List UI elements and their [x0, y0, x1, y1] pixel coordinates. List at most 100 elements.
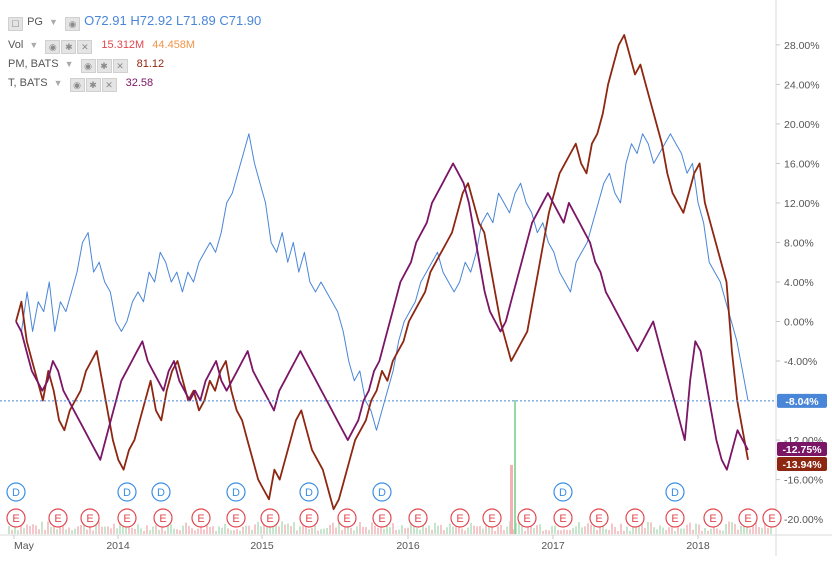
gear-icon[interactable]: ✱ [96, 59, 112, 73]
earnings-marker[interactable] [762, 508, 782, 528]
volume-bar [680, 528, 682, 534]
volume-bar [686, 524, 688, 534]
volume-bar [446, 527, 448, 534]
dividend-marker[interactable] [117, 482, 137, 502]
earnings-marker[interactable] [589, 508, 609, 528]
dividend-marker[interactable] [665, 482, 685, 502]
earnings-marker[interactable] [80, 508, 100, 528]
last-value-label: -13.94% [782, 459, 822, 471]
close-icon[interactable]: ✕ [77, 40, 93, 54]
volume-bar [29, 526, 31, 534]
volume-bar [413, 523, 415, 534]
volume-bar [743, 525, 745, 534]
chevron-down-icon[interactable]: ▼ [53, 78, 63, 88]
volume-bar [278, 526, 280, 534]
earnings-marker[interactable] [191, 508, 211, 528]
volume-bar [530, 524, 532, 534]
volume-bar [47, 521, 49, 534]
pm-label: PM, BATS [8, 58, 59, 70]
volume-bar [344, 526, 346, 534]
volume-bar [176, 529, 178, 534]
earnings-marker[interactable] [260, 508, 280, 528]
volume-bar [83, 523, 85, 534]
y-tick-label: 16.00% [784, 158, 820, 170]
volume-bar [371, 522, 373, 534]
chevron-down-icon[interactable]: ▼ [29, 40, 39, 50]
earnings-marker[interactable] [299, 508, 319, 528]
earnings-marker[interactable] [153, 508, 173, 528]
volume-bar [752, 524, 754, 534]
volume-bar [656, 529, 658, 534]
y-tick-label: 4.00% [784, 277, 814, 289]
close-icon[interactable]: ✕ [101, 78, 117, 92]
volume-bar [644, 527, 646, 534]
dividend-marker[interactable] [299, 482, 319, 502]
earnings-marker-label: E [123, 513, 130, 525]
dividend-marker[interactable] [553, 482, 573, 502]
eye-icon[interactable]: ◉ [45, 40, 61, 54]
legend-volume: Vol ▼ ◉ ✱ ✕ 15.312M 44.458M [8, 38, 195, 54]
chevron-down-icon[interactable]: ▼ [49, 17, 58, 27]
volume-bar [650, 522, 652, 534]
gear-icon[interactable]: ✱ [85, 78, 101, 92]
volume-bar [572, 527, 574, 534]
volume-bar [503, 530, 505, 534]
earnings-marker[interactable] [226, 508, 246, 528]
volume-bar [335, 527, 337, 534]
eye-icon[interactable]: ◉ [80, 59, 96, 73]
earnings-marker[interactable] [625, 508, 645, 528]
earnings-marker[interactable] [517, 508, 537, 528]
earnings-marker-label: E [744, 513, 751, 525]
volume-bar [602, 523, 604, 534]
earnings-marker[interactable] [337, 508, 357, 528]
volume-bar [308, 528, 310, 534]
volume-bar [71, 530, 73, 534]
gear-icon[interactable]: ✱ [61, 40, 77, 54]
volume-bar [323, 528, 325, 534]
volume-bar [296, 530, 298, 534]
earnings-marker[interactable] [450, 508, 470, 528]
volume-bar [527, 524, 529, 534]
collapse-icon[interactable]: ☐ [8, 17, 23, 31]
earnings-marker[interactable] [372, 508, 392, 528]
earnings-marker[interactable] [408, 508, 428, 528]
earnings-marker[interactable] [738, 508, 758, 528]
volume-bar [713, 524, 715, 534]
volume-bar [236, 529, 238, 534]
volume-bar [671, 525, 673, 534]
volume-bar [368, 529, 370, 534]
y-tick-label: 20.00% [784, 119, 820, 131]
volume-bar [416, 528, 418, 534]
earnings-marker[interactable] [482, 508, 502, 528]
dividend-marker[interactable] [226, 482, 246, 502]
eye-icon[interactable]: ◉ [69, 78, 85, 92]
volume-bar [302, 524, 304, 534]
earnings-marker-label: E [709, 513, 716, 525]
earnings-marker[interactable] [48, 508, 68, 528]
volume-bar [500, 524, 502, 534]
volume-bar [440, 524, 442, 534]
volume-bar [464, 530, 466, 534]
volume-bar [548, 530, 550, 534]
dividend-marker[interactable] [372, 482, 392, 502]
volume-bar [380, 523, 382, 534]
eye-icon[interactable]: ◉ [65, 17, 81, 31]
volume-bar [692, 529, 694, 534]
earnings-marker[interactable] [703, 508, 723, 528]
volume-bar [347, 526, 349, 534]
dividend-marker[interactable] [151, 482, 171, 502]
earnings-marker[interactable] [553, 508, 573, 528]
earnings-marker[interactable] [117, 508, 137, 528]
x-tick-label: 2017 [541, 540, 565, 552]
dividend-marker[interactable] [6, 482, 26, 502]
close-icon[interactable]: ✕ [112, 59, 128, 73]
last-value-label: -12.75% [782, 444, 822, 456]
chevron-down-icon[interactable]: ▼ [64, 59, 74, 69]
volume-bar [332, 522, 334, 534]
volume-bar [629, 530, 631, 534]
earnings-marker[interactable] [6, 508, 26, 528]
earnings-marker[interactable] [665, 508, 685, 528]
volume-bar [137, 524, 139, 534]
